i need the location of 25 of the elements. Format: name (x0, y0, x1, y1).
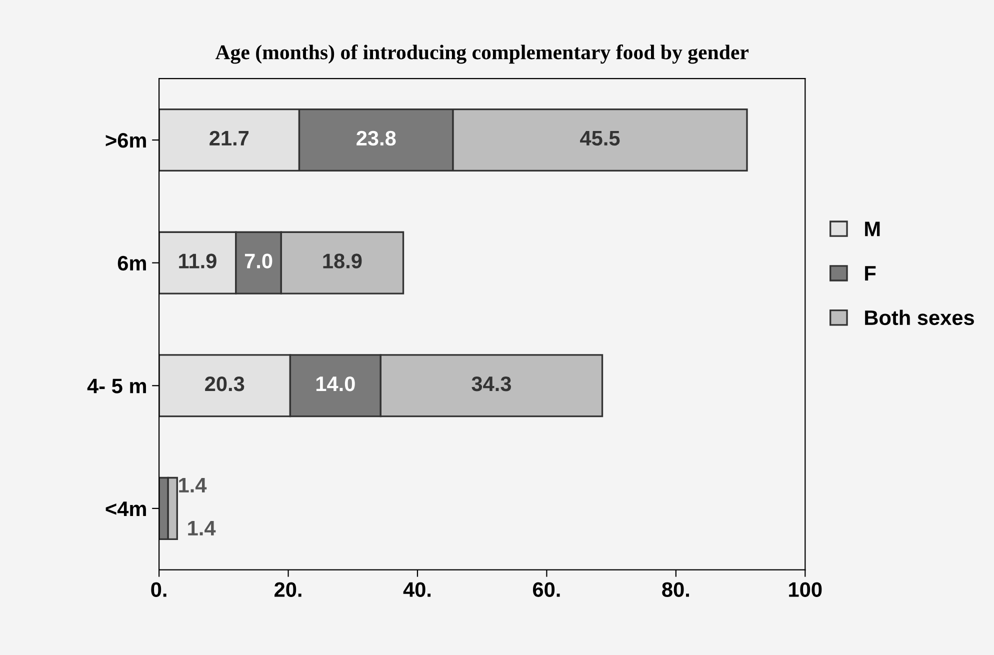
x-tick-label: 20. (274, 582, 302, 597)
data-label: 1.4 (179, 478, 207, 492)
data-label: 20.3 (205, 376, 244, 392)
data-label: 7.0 (244, 254, 272, 268)
data-label: 21.7 (210, 130, 248, 146)
x-tick-label: 80. (662, 582, 689, 597)
y-tick-label: 4- 5 m (87, 378, 146, 394)
chart-title: Age (months) of introducing complementary food by gender (215, 44, 749, 64)
legend-label: F (865, 266, 876, 280)
x-tick-label: 0. (151, 582, 166, 597)
legend-label: M (865, 222, 880, 236)
data-label: 34.3 (472, 376, 511, 392)
data-label: 45.5 (580, 131, 620, 146)
x-tick-label: 40. (403, 582, 431, 597)
y-tick-label: <4m (106, 502, 146, 516)
data-label: 18.9 (323, 254, 362, 268)
data-label: 23.8 (356, 130, 396, 146)
x-tick-label: 60. (532, 582, 560, 597)
x-tick-label: 100 (789, 582, 822, 597)
y-tick-label: 6m (118, 256, 146, 271)
data-label: 1.4 (188, 520, 216, 536)
data-label: 14.0 (316, 376, 355, 392)
y-tick-label: >6m (106, 133, 146, 148)
data-label: 11.9 (179, 254, 216, 268)
legend-label: Both sexes (865, 310, 974, 326)
